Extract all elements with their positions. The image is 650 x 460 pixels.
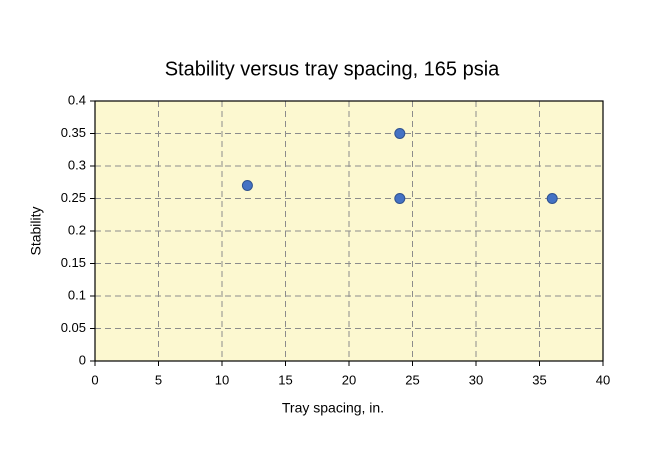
x-tick-label: 0 xyxy=(91,372,98,387)
y-axis-label: Stability xyxy=(28,206,44,255)
x-tick-label: 25 xyxy=(405,372,419,387)
y-tick-label: 0.4 xyxy=(68,92,86,107)
y-tick-label: 0.3 xyxy=(68,157,86,172)
y-tick-label: 0.35 xyxy=(61,125,86,140)
x-tick-label: 15 xyxy=(278,372,292,387)
point xyxy=(394,128,406,139)
y-tick-label: 0.15 xyxy=(61,255,86,270)
x-tick-label: 40 xyxy=(596,372,610,387)
x-tick-label: 30 xyxy=(469,372,483,387)
y-tick-label: 0.1 xyxy=(68,287,86,302)
chart-title: Stability versus tray spacing, 165 psia xyxy=(165,58,500,80)
point xyxy=(394,193,406,204)
x-tick-label: 10 xyxy=(215,372,229,387)
y-tick-label: 0.25 xyxy=(61,190,86,205)
plot-border xyxy=(94,100,604,362)
x-tick-label: 35 xyxy=(532,372,546,387)
y-tick-label: 0.05 xyxy=(61,320,86,335)
point xyxy=(546,193,558,204)
y-tick-label: 0 xyxy=(79,352,86,367)
x-axis-label: Tray spacing, in. xyxy=(282,400,384,416)
point xyxy=(241,180,253,191)
x-tick-label: 20 xyxy=(342,372,356,387)
y-tick-label: 0.2 xyxy=(68,222,86,237)
x-tick-label: 5 xyxy=(155,372,162,387)
